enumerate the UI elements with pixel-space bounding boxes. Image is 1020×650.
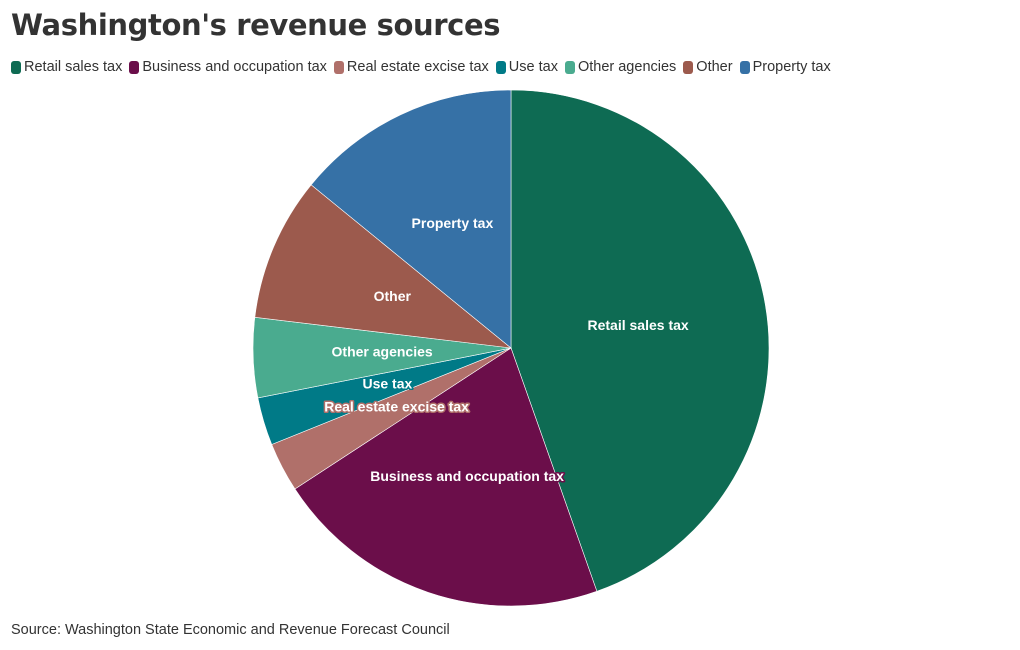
legend-label: Retail sales tax bbox=[24, 59, 123, 75]
legend-label: Other agencies bbox=[577, 59, 677, 75]
legend-swatch bbox=[683, 60, 694, 74]
legend-label: Real estate excise tax bbox=[346, 59, 489, 75]
legend-item-property-tax: Property tax bbox=[739, 59, 831, 75]
chart-title: Washington's revenue sources bbox=[11, 8, 501, 42]
legend-swatch bbox=[495, 60, 506, 74]
slice-label-other-agencies: Other agencies bbox=[332, 344, 433, 360]
slice-label-property-tax: Property tax bbox=[412, 215, 494, 231]
pie-slices bbox=[252, 89, 770, 607]
slice-label-business-and-occupation-tax: Business and occupation tax bbox=[370, 468, 564, 484]
slice-retail-sales-tax bbox=[510, 89, 770, 592]
source-note: Source: Washington State Economic and Re… bbox=[11, 622, 450, 638]
legend-item-use-tax: Use tax bbox=[495, 59, 558, 75]
slice-business-and-occupation-tax bbox=[294, 347, 598, 607]
slice-label-retail-sales-tax: Retail sales tax bbox=[588, 317, 689, 333]
legend-label: Business and occupation tax bbox=[142, 59, 327, 75]
legend-label: Use tax bbox=[508, 59, 558, 75]
slice-label-use-tax: Use tax bbox=[362, 376, 412, 392]
legend-item-other-agencies: Other agencies bbox=[564, 59, 677, 75]
slice-label-real-estate-excise-tax: Real estate excise tax bbox=[324, 398, 469, 414]
legend-swatch bbox=[739, 60, 750, 74]
legend-label: Property tax bbox=[752, 59, 831, 75]
slice-other bbox=[254, 184, 512, 349]
pie-labels: Retail sales tax Business and occupation … bbox=[323, 214, 691, 486]
legend-label: Other bbox=[696, 59, 733, 75]
slice-property-tax bbox=[310, 89, 512, 349]
legend-item-real-estate-excise-tax: Real estate excise tax bbox=[333, 59, 489, 75]
legend-swatch bbox=[564, 60, 575, 74]
legend-item-other: Other bbox=[683, 59, 733, 75]
legend-swatch bbox=[11, 60, 21, 74]
slice-label-other: Other bbox=[374, 288, 412, 304]
chart-legend: Retail sales tax Business and occupation … bbox=[11, 59, 831, 75]
legend-item-business-and-occupation-tax: Business and occupation tax bbox=[129, 59, 327, 75]
legend-swatch bbox=[129, 60, 140, 74]
legend-item-retail-sales-tax: Retail sales tax bbox=[11, 59, 122, 75]
legend-swatch bbox=[333, 60, 344, 74]
